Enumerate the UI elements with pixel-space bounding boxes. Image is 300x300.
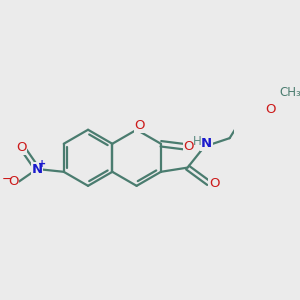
- Text: O: O: [209, 176, 219, 190]
- Text: O: O: [16, 141, 27, 154]
- Text: O: O: [184, 140, 194, 153]
- Text: H: H: [193, 135, 202, 148]
- Text: CH₃: CH₃: [280, 86, 300, 100]
- Text: O: O: [8, 175, 19, 188]
- Text: +: +: [38, 159, 46, 169]
- Text: N: N: [32, 163, 43, 176]
- Text: N: N: [201, 137, 212, 150]
- Text: O: O: [134, 119, 145, 132]
- Text: O: O: [265, 103, 276, 116]
- Text: −: −: [2, 173, 12, 186]
